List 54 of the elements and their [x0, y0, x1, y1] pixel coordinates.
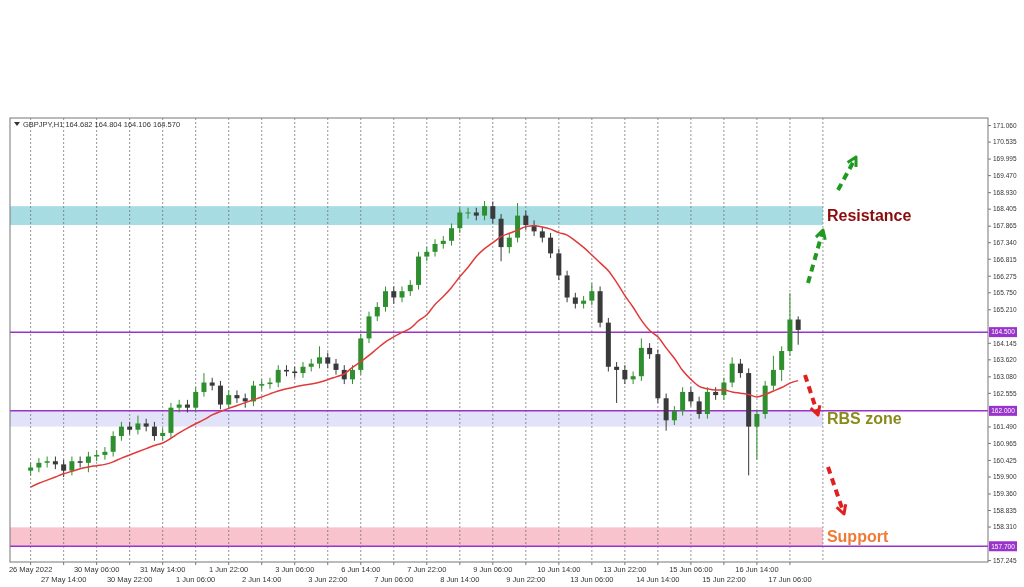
candlestick	[770, 355, 776, 391]
candlestick	[704, 386, 710, 420]
candlestick	[754, 408, 760, 461]
band-label: RBS zone	[826, 410, 902, 428]
candlestick	[36, 457, 42, 473]
candlestick	[482, 200, 488, 221]
candlestick	[548, 232, 554, 259]
candlestick	[102, 446, 108, 461]
candlestick	[515, 202, 521, 243]
candlestick	[737, 358, 743, 379]
candlestick	[729, 356, 735, 388]
candlestick	[217, 380, 223, 410]
candlestick	[432, 238, 438, 258]
candlestick	[226, 389, 232, 410]
candlestick	[193, 386, 199, 413]
candlestick	[680, 386, 686, 417]
candlestick	[696, 396, 702, 420]
candlestick	[275, 364, 281, 388]
candlestick	[556, 248, 562, 281]
candlestick	[69, 456, 75, 476]
candlestick	[44, 456, 50, 469]
candlestick	[490, 200, 496, 224]
candlestick	[316, 345, 322, 369]
band-label: Support	[826, 528, 889, 546]
candlestick	[523, 210, 529, 231]
candlestick	[374, 301, 380, 322]
candlestick	[201, 372, 207, 398]
candlestick	[300, 361, 306, 379]
candlestick	[350, 364, 356, 385]
candlestick	[671, 405, 677, 426]
candlestick	[85, 451, 91, 473]
candlestick	[234, 389, 240, 404]
candlestick	[110, 430, 116, 458]
candlestick	[465, 207, 471, 220]
candlestick	[589, 282, 595, 306]
candlestick	[663, 393, 669, 432]
candlestick	[151, 421, 157, 442]
candlestick	[779, 345, 785, 382]
candlestick	[614, 361, 620, 404]
candlestick	[506, 232, 512, 254]
candlestick	[383, 285, 389, 313]
candlestick	[333, 358, 339, 376]
candlestick	[399, 285, 405, 303]
candlestick	[688, 386, 694, 407]
candlestick	[457, 207, 463, 234]
candlestick	[449, 222, 455, 247]
candlestick	[135, 415, 141, 435]
candlestick	[795, 315, 801, 346]
candlestick	[564, 270, 570, 303]
band-label: Resistance	[826, 207, 912, 225]
candlestick	[630, 370, 636, 385]
candlestick	[118, 421, 124, 442]
candlestick	[366, 311, 372, 344]
candlestick	[622, 364, 628, 385]
